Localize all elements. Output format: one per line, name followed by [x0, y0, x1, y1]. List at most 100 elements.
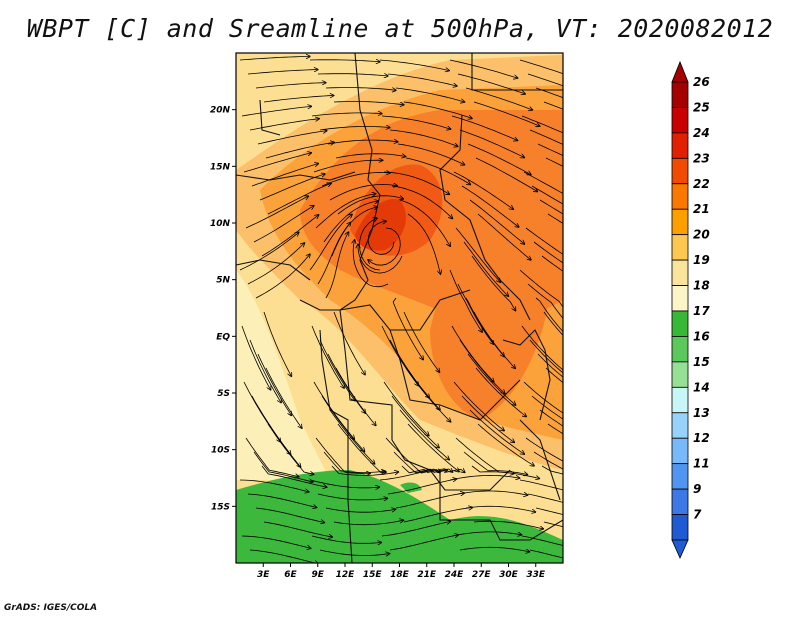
streamline — [241, 106, 311, 117]
streamline — [335, 367, 376, 426]
colorbar-swatch — [671, 208, 689, 236]
streamline — [519, 59, 563, 75]
streamline — [253, 206, 314, 243]
streamline — [537, 353, 563, 378]
colorbar-swatch — [671, 412, 689, 439]
streamline — [403, 508, 472, 523]
streamline — [387, 479, 456, 495]
streamline — [451, 325, 494, 382]
streamline — [259, 174, 325, 201]
streamline — [459, 339, 505, 394]
colorbar-swatch — [671, 463, 689, 490]
footer-credit: GrADS: IGES/COLA — [4, 603, 98, 613]
streamline — [449, 269, 482, 332]
streamline — [451, 115, 518, 141]
colorbar-swatch — [671, 310, 689, 337]
streamline — [317, 74, 388, 76]
lon-tick-label: 12E — [336, 570, 356, 580]
streamlines — [239, 56, 563, 563]
streamline — [547, 423, 563, 435]
lon-tick-label: 24E — [445, 570, 465, 580]
streamline — [251, 164, 318, 187]
streamline — [477, 423, 534, 466]
streamline — [469, 199, 524, 244]
streamline — [449, 474, 520, 481]
colorbar-label: 7 — [693, 508, 702, 522]
colorbar-swatch — [671, 514, 689, 541]
streamline — [459, 546, 530, 552]
streamline — [543, 311, 563, 336]
streamline — [519, 479, 563, 491]
streamline — [257, 353, 291, 415]
streamline — [327, 353, 365, 413]
lon-tick-label: 27E — [472, 570, 492, 580]
colorbar-label: 25 — [693, 100, 710, 114]
streamline — [329, 184, 397, 201]
streamline — [241, 325, 271, 390]
streamline — [247, 493, 317, 508]
streamline — [315, 437, 370, 473]
streamline — [525, 227, 563, 255]
streamline — [313, 160, 383, 173]
colorbar-swatch — [671, 81, 689, 108]
streamline — [261, 465, 327, 487]
streamline — [535, 507, 563, 515]
streamline — [311, 113, 382, 117]
streamline — [321, 395, 365, 452]
streamline — [249, 339, 281, 403]
colorbar-top-arrow — [671, 60, 689, 83]
streamline — [535, 297, 563, 333]
streamline — [527, 73, 563, 87]
streamline — [395, 87, 465, 102]
colorbar-label: 19 — [693, 253, 710, 267]
longitude-axis: 3E 6E 9E 12E 15E 18E 21E 24E 27E 30E 33E — [257, 563, 546, 580]
streamline — [309, 60, 380, 62]
streamline — [521, 535, 563, 546]
streamline — [327, 140, 398, 145]
colorbar-label: 24 — [693, 126, 710, 140]
lon-tick-label: 33E — [526, 570, 546, 580]
streamline — [399, 409, 449, 460]
streamline — [407, 423, 459, 472]
streamline — [547, 213, 563, 224]
streamline — [459, 129, 524, 158]
streamline — [358, 244, 403, 274]
streamline — [473, 101, 540, 126]
streamline — [465, 87, 532, 110]
streamline — [533, 451, 563, 470]
colorbar-swatch — [671, 107, 689, 134]
streamline — [461, 185, 519, 227]
streamline — [337, 195, 403, 215]
streamline — [245, 437, 299, 477]
streamline — [541, 465, 563, 475]
streamline — [407, 213, 441, 274]
lon-tick-label: 15E — [363, 570, 383, 580]
streamline — [463, 451, 527, 475]
streamline — [368, 227, 401, 266]
lat-tick-label: 10S — [211, 446, 230, 456]
streamline — [309, 479, 379, 488]
streamline — [391, 395, 439, 448]
streamline — [325, 232, 349, 299]
streamline — [457, 73, 525, 94]
streamline — [247, 70, 318, 75]
streamline — [539, 409, 563, 427]
colorbar-label: 18 — [693, 279, 710, 293]
streamline — [543, 521, 563, 528]
streamline — [527, 493, 563, 503]
streamline — [383, 381, 429, 436]
streamline — [401, 465, 465, 473]
lat-tick-label: 5N — [216, 276, 230, 286]
streamline — [475, 157, 537, 192]
streamline — [329, 409, 375, 464]
streamline — [521, 325, 563, 371]
streamline — [535, 87, 563, 99]
streamline — [257, 131, 327, 145]
streamline — [381, 115, 451, 129]
streamline — [457, 283, 494, 344]
streamline — [539, 199, 563, 215]
streamline — [403, 311, 440, 372]
lat-tick-label: 5S — [217, 389, 230, 399]
streamline — [545, 367, 563, 384]
streamline — [461, 395, 514, 442]
